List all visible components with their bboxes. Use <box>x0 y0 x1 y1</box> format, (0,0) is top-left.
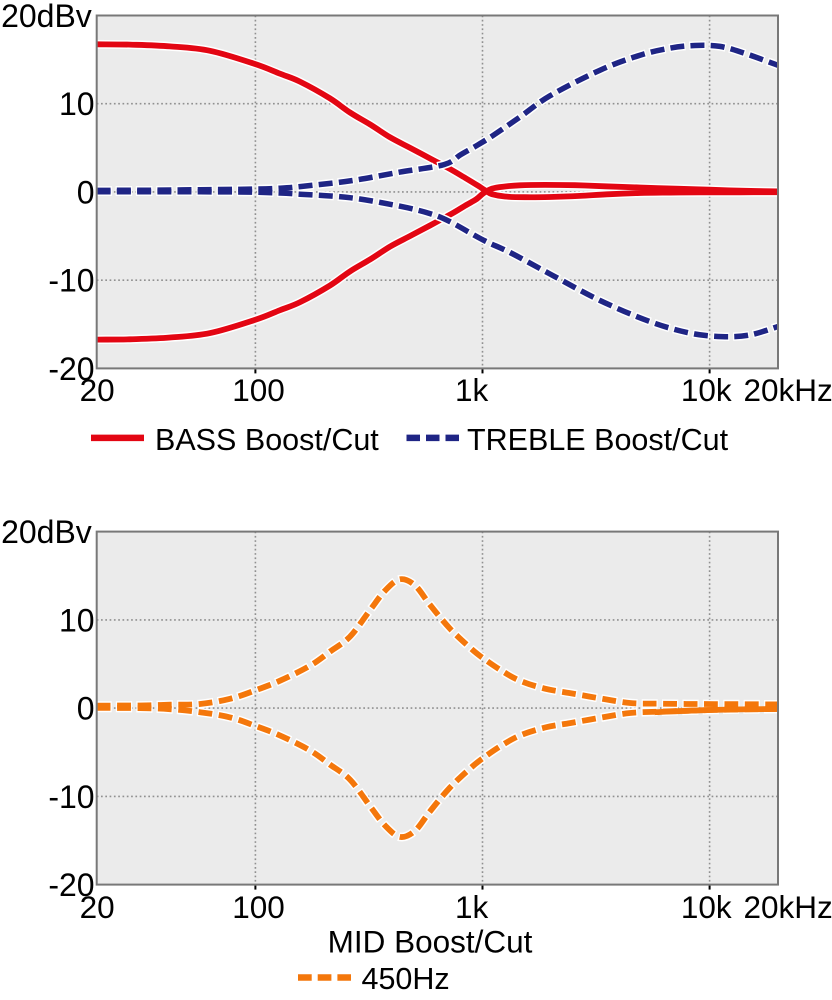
svg-text:20: 20 <box>80 889 115 925</box>
svg-text:450Hz: 450Hz <box>362 962 450 996</box>
svg-text:10: 10 <box>59 86 95 122</box>
svg-text:100: 100 <box>232 372 285 408</box>
svg-text:20dBv: 20dBv <box>1 514 92 550</box>
svg-text:20kHz: 20kHz <box>743 372 832 408</box>
svg-text:TREBLE Boost/Cut: TREBLE Boost/Cut <box>467 423 729 457</box>
svg-text:-10: -10 <box>48 263 94 299</box>
svg-text:-20: -20 <box>48 351 94 387</box>
svg-text:100: 100 <box>232 889 285 925</box>
svg-text:MID Boost/Cut: MID Boost/Cut <box>328 923 533 959</box>
svg-text:-20: -20 <box>48 867 94 903</box>
svg-text:0: 0 <box>77 691 95 727</box>
svg-text:-10: -10 <box>48 779 94 815</box>
svg-text:10k: 10k <box>681 372 732 408</box>
svg-text:10: 10 <box>59 602 95 638</box>
svg-text:0: 0 <box>77 174 95 210</box>
svg-text:20: 20 <box>80 372 115 408</box>
svg-text:BASS Boost/Cut: BASS Boost/Cut <box>155 423 379 457</box>
svg-text:20kHz: 20kHz <box>743 889 832 925</box>
svg-text:1k: 1k <box>455 372 489 408</box>
svg-text:10k: 10k <box>681 889 732 925</box>
svg-text:1k: 1k <box>455 889 489 925</box>
svg-text:20dBv: 20dBv <box>1 0 92 34</box>
